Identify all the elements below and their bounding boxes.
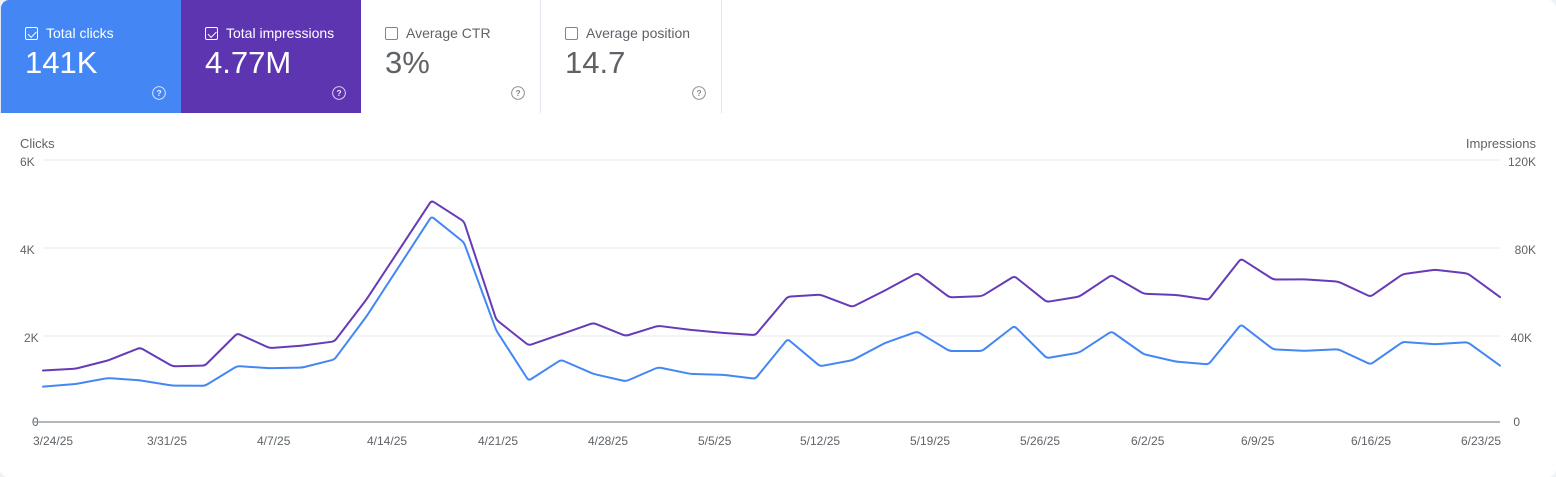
svg-text:?: ?	[696, 88, 701, 98]
svg-text:?: ?	[156, 88, 161, 98]
svg-text:?: ?	[336, 88, 341, 98]
svg-text:?: ?	[515, 88, 520, 98]
